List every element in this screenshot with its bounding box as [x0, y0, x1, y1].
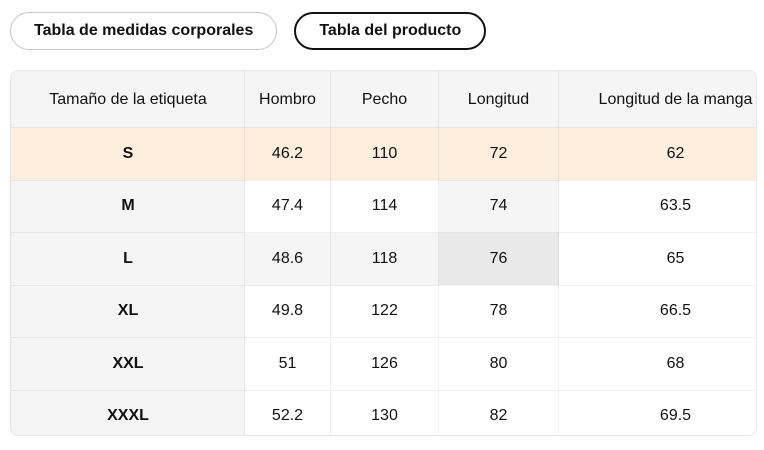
- table-cell: 126: [330, 337, 439, 391]
- table-cell: 110: [330, 127, 439, 181]
- table-cell: 66.5: [558, 284, 756, 338]
- table-cell: 118: [330, 232, 439, 286]
- table-cell: 114: [330, 179, 439, 233]
- table-row-xl: XL 49.8 122 78 66.5: [11, 284, 756, 338]
- table-cell: 51: [244, 337, 331, 391]
- tab-product-table[interactable]: Tabla del producto: [294, 12, 487, 50]
- size-cell-m: M: [11, 179, 245, 233]
- table-cell: 63.5: [558, 179, 756, 233]
- table-cell: 122: [330, 284, 439, 338]
- column-header-chest: Pecho: [330, 71, 439, 128]
- table-row-s: S 46.2 110 72 62: [11, 127, 756, 181]
- hovered-cell: 76: [438, 232, 559, 286]
- size-chart-tabs: Tabla de medidas corporales Tabla del pr…: [10, 12, 487, 50]
- size-table-container: Tamaño de la etiqueta Hombro Pecho Longi…: [10, 70, 757, 436]
- table-cell: 46.2: [244, 127, 331, 181]
- table-row-l: L 48.6 118 76 65: [11, 232, 756, 286]
- table-cell: 62: [558, 127, 756, 181]
- table-row-xxl: XXL 51 126 80 68: [11, 337, 756, 391]
- table-cell: 82: [438, 389, 559, 435]
- table-cell: 52.2: [244, 389, 331, 435]
- size-cell-xxxl: XXXL: [11, 389, 245, 435]
- table-row-xxxl: XXXL 52.2 130 82 69.5: [11, 389, 756, 435]
- table-cell: 49.8: [244, 284, 331, 338]
- size-cell-xl: XL: [11, 284, 245, 338]
- column-header-shoulder: Hombro: [244, 71, 331, 128]
- tab-body-measurements[interactable]: Tabla de medidas corporales: [10, 12, 278, 50]
- table-cell: 48.6: [244, 232, 331, 286]
- column-header-sleeve-length: Longitud de la manga: [558, 71, 756, 128]
- size-table: Tamaño de la etiqueta Hombro Pecho Longi…: [11, 71, 756, 435]
- table-cell: 47.4: [244, 179, 331, 233]
- table-cell: 69.5: [558, 389, 756, 435]
- table-cell: 78: [438, 284, 559, 338]
- table-cell: 130: [330, 389, 439, 435]
- size-cell-s: S: [11, 127, 245, 181]
- table-cell: 65: [558, 232, 756, 286]
- table-header-row: Tamaño de la etiqueta Hombro Pecho Longi…: [11, 71, 756, 128]
- table-row-m: M 47.4 114 74 63.5: [11, 179, 756, 233]
- table-cell: 72: [438, 127, 559, 181]
- column-header-length: Longitud: [438, 71, 559, 128]
- table-cell: 68: [558, 337, 756, 391]
- table-cell: 74: [438, 179, 559, 233]
- column-header-label-size: Tamaño de la etiqueta: [11, 71, 245, 128]
- size-cell-xxl: XXL: [11, 337, 245, 391]
- table-cell: 80: [438, 337, 559, 391]
- size-cell-l: L: [11, 232, 245, 286]
